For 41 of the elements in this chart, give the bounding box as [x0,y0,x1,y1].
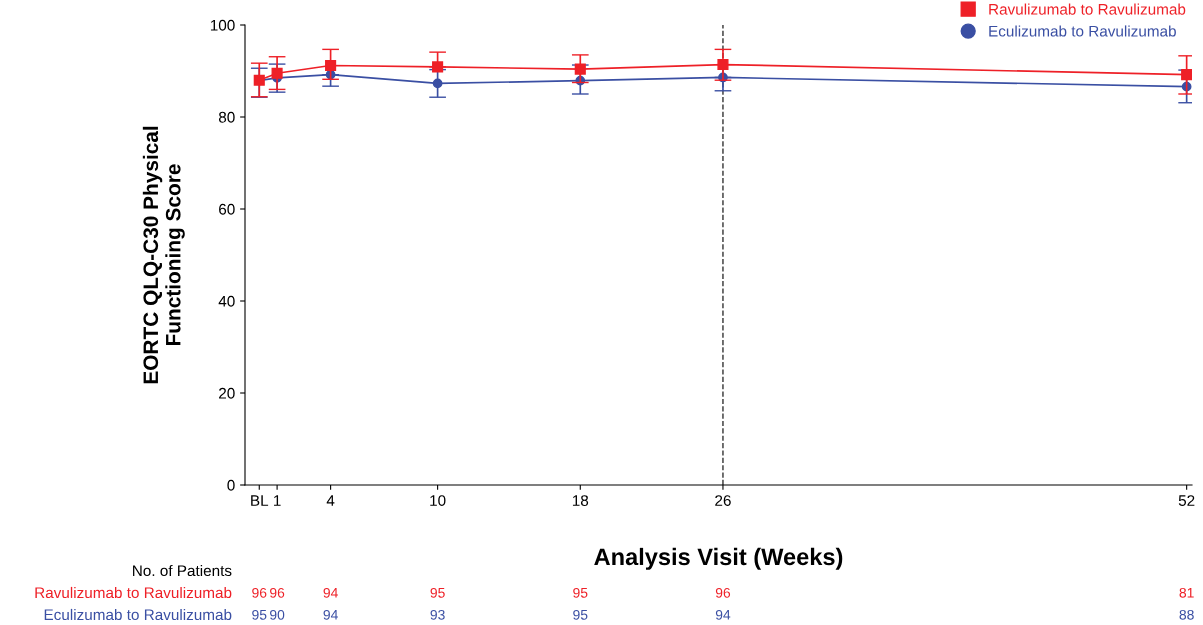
x-tick-label: BL [251,495,269,506]
text: 93 [430,609,445,620]
text: 95 [430,587,445,598]
text: 81 [1179,587,1194,598]
text: Ravulizumab to Ravulizumab [35,586,232,599]
point [432,78,443,89]
x-tick-label: 52 [1178,495,1195,506]
point [325,59,337,72]
text: 90 [270,609,285,620]
x-tick-label: 18 [572,495,589,506]
y-tick-label: 100 [210,19,235,31]
y-tick-label: 60 [219,203,235,215]
text: 95 [573,609,588,620]
y-tick-label: 0 [227,479,235,491]
text: 88 [1179,609,1194,620]
x-tick-label: 4 [326,495,335,506]
x-tick-label: 26 [715,495,731,506]
x-tick-label: 1 [274,495,281,506]
point [271,67,283,79]
legend-label: Eculizumab to Ravulizumab [989,25,1176,37]
point [574,63,586,75]
legend-label: Ravulizumab to Ravulizumab [989,3,1186,15]
text: 94 [323,609,338,620]
point [1181,69,1192,81]
x-axis-title: Analysis Visit (Weeks) [594,547,843,570]
text: 94 [715,609,731,620]
y-tick-label: 40 [218,295,235,307]
x-tick-label: 10 [430,495,446,506]
text: No. of Patients [133,564,232,577]
point [432,61,444,73]
y-tick-label: 80 [218,111,235,123]
text: 95 [573,587,588,598]
text: 96 [270,587,285,598]
y-tick-label: 20 [219,387,235,399]
text: 96 [252,587,267,598]
text: 96 [715,587,731,598]
text: 95 [252,609,267,620]
text: 94 [323,587,338,598]
text: Eculizumab to Ravulizumab [44,608,232,621]
y-axis-title: EORTC QLQ-C30 Physical Functioning Score [142,126,185,384]
point [717,59,729,71]
